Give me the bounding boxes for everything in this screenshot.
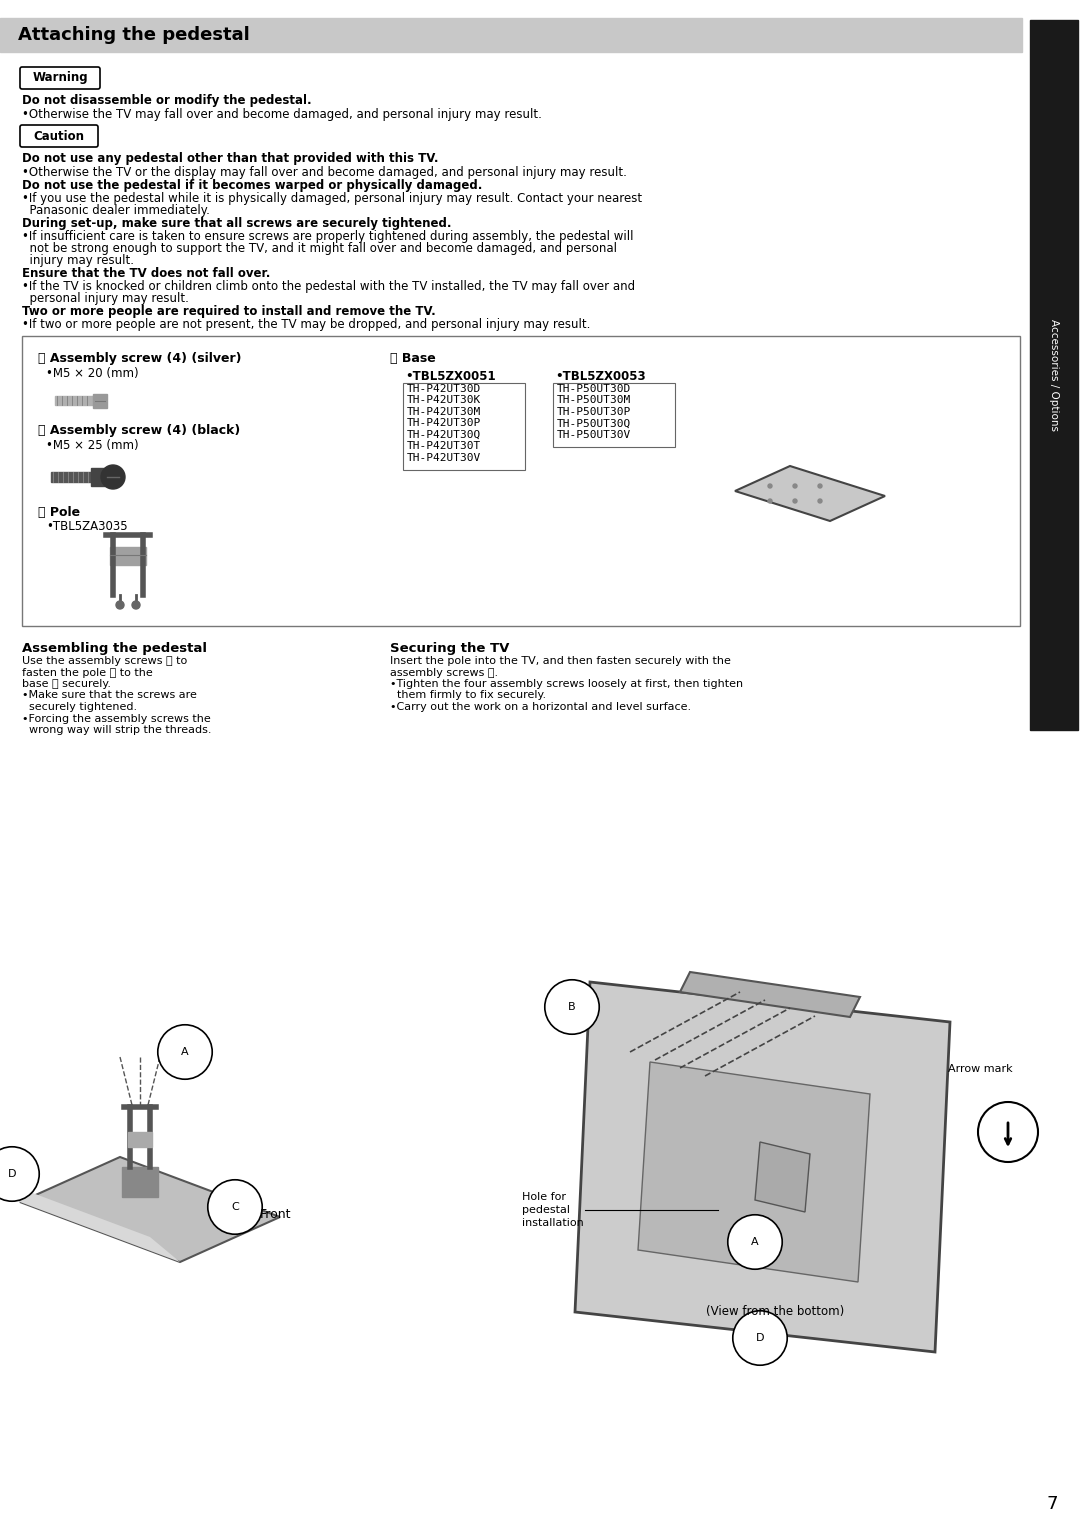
Text: Warning: Warning bbox=[32, 72, 87, 84]
Text: Panasonic dealer immediately.: Panasonic dealer immediately. bbox=[22, 204, 210, 218]
Text: Insert the pole into the TV, and then fasten securely with the: Insert the pole into the TV, and then fa… bbox=[390, 656, 731, 666]
Polygon shape bbox=[638, 1062, 870, 1282]
Text: During set-up, make sure that all screws are securely tightened.: During set-up, make sure that all screws… bbox=[22, 218, 451, 230]
Text: assembly screws Ⓑ.: assembly screws Ⓑ. bbox=[390, 668, 498, 677]
Bar bbox=[129, 1132, 152, 1147]
Text: Ⓚ Assembly screw (4) (silver): Ⓚ Assembly screw (4) (silver) bbox=[38, 352, 242, 365]
Text: •Otherwise the TV or the display may fall over and become damaged, and personal : •Otherwise the TV or the display may fal… bbox=[22, 165, 626, 179]
Text: •Otherwise the TV may fall over and become damaged, and personal injury may resu: •Otherwise the TV may fall over and beco… bbox=[22, 107, 542, 121]
Circle shape bbox=[818, 484, 822, 489]
Text: Ⓒ Pole: Ⓒ Pole bbox=[38, 506, 80, 519]
Text: Hole for: Hole for bbox=[522, 1192, 566, 1203]
Text: Assembling the pedestal: Assembling the pedestal bbox=[22, 642, 207, 656]
Text: base Ⓓ securely.: base Ⓓ securely. bbox=[22, 679, 111, 689]
Text: C: C bbox=[231, 1203, 239, 1212]
Text: TH-P42UT30V: TH-P42UT30V bbox=[407, 453, 482, 463]
Circle shape bbox=[768, 499, 772, 502]
Polygon shape bbox=[680, 971, 860, 1017]
Text: Caution: Caution bbox=[33, 130, 84, 142]
Circle shape bbox=[102, 466, 125, 489]
Text: •If two or more people are not present, the TV may be dropped, and personal inju: •If two or more people are not present, … bbox=[22, 319, 591, 331]
FancyBboxPatch shape bbox=[21, 126, 98, 147]
Bar bbox=[1030, 20, 1078, 731]
Text: TH-P50UT30M: TH-P50UT30M bbox=[557, 395, 631, 406]
Text: B: B bbox=[568, 1002, 576, 1013]
Bar bbox=[51, 472, 93, 483]
Text: (View from the bottom): (View from the bottom) bbox=[706, 1305, 845, 1319]
Text: A: A bbox=[752, 1236, 759, 1247]
Circle shape bbox=[768, 484, 772, 489]
Text: TH-P42UT30M: TH-P42UT30M bbox=[407, 408, 482, 417]
Text: personal injury may result.: personal injury may result. bbox=[22, 293, 189, 305]
Text: TH-P42UT30Q: TH-P42UT30Q bbox=[407, 430, 482, 440]
Text: Use the assembly screws Ⓚ to: Use the assembly screws Ⓚ to bbox=[22, 656, 187, 666]
Text: Ⓑ Assembly screw (4) (black): Ⓑ Assembly screw (4) (black) bbox=[38, 424, 240, 437]
Bar bbox=[122, 1167, 158, 1196]
Text: Do not use the pedestal if it becomes warped or physically damaged.: Do not use the pedestal if it becomes wa… bbox=[22, 179, 483, 192]
Text: •Forcing the assembly screws the: •Forcing the assembly screws the bbox=[22, 714, 211, 723]
Text: Do not use any pedestal other than that provided with this TV.: Do not use any pedestal other than that … bbox=[22, 152, 438, 165]
Text: •Make sure that the screws are: •Make sure that the screws are bbox=[22, 691, 197, 700]
Text: Accessories / Options: Accessories / Options bbox=[1049, 319, 1059, 430]
Polygon shape bbox=[755, 1141, 810, 1212]
Text: A: A bbox=[181, 1046, 189, 1057]
Text: D: D bbox=[8, 1169, 16, 1180]
Text: •M5 × 25 (mm): •M5 × 25 (mm) bbox=[46, 440, 138, 452]
Polygon shape bbox=[575, 982, 950, 1353]
Text: fasten the pole Ⓒ to the: fasten the pole Ⓒ to the bbox=[22, 668, 152, 677]
Bar bbox=[55, 395, 93, 404]
Bar bbox=[93, 394, 107, 408]
Text: TH-P50UT30Q: TH-P50UT30Q bbox=[557, 418, 631, 429]
Text: 7: 7 bbox=[1047, 1495, 1057, 1514]
Text: TH-P42UT30T: TH-P42UT30T bbox=[407, 441, 482, 452]
Circle shape bbox=[978, 1102, 1038, 1161]
Text: •If insufficient care is taken to ensure screws are properly tightened during as: •If insufficient care is taken to ensure… bbox=[22, 230, 634, 244]
Text: injury may result.: injury may result. bbox=[22, 254, 134, 267]
Bar bbox=[553, 383, 675, 446]
Text: •If you use the pedestal while it is physically damaged, personal injury may res: •If you use the pedestal while it is phy… bbox=[22, 192, 643, 205]
FancyBboxPatch shape bbox=[21, 67, 100, 89]
Text: Two or more people are required to install and remove the TV.: Two or more people are required to insta… bbox=[22, 305, 435, 319]
Text: installation: installation bbox=[522, 1218, 584, 1229]
Text: pedestal: pedestal bbox=[522, 1206, 570, 1215]
Text: •TBL5ZX0051: •TBL5ZX0051 bbox=[405, 371, 496, 383]
Text: Do not disassemble or modify the pedestal.: Do not disassemble or modify the pedesta… bbox=[22, 93, 312, 107]
Text: •TBL5ZA3035: •TBL5ZA3035 bbox=[46, 519, 127, 533]
Text: TH-P50UT30D: TH-P50UT30D bbox=[557, 383, 631, 394]
Polygon shape bbox=[0, 1177, 180, 1262]
Bar bbox=[110, 547, 146, 565]
Text: TH-P42UT30P: TH-P42UT30P bbox=[407, 418, 482, 429]
Text: Securing the TV: Securing the TV bbox=[390, 642, 510, 656]
Text: •TBL5ZX0053: •TBL5ZX0053 bbox=[555, 371, 646, 383]
Bar bbox=[403, 383, 525, 469]
Bar bbox=[91, 467, 109, 486]
Text: Arrow mark: Arrow mark bbox=[948, 1065, 1013, 1074]
Text: D: D bbox=[756, 1333, 765, 1344]
Text: TH-P50UT30V: TH-P50UT30V bbox=[557, 430, 631, 440]
Text: Ensure that the TV does not fall over.: Ensure that the TV does not fall over. bbox=[22, 267, 270, 280]
Text: securely tightened.: securely tightened. bbox=[22, 702, 137, 712]
Text: Attaching the pedestal: Attaching the pedestal bbox=[18, 26, 249, 44]
Text: •Carry out the work on a horizontal and level surface.: •Carry out the work on a horizontal and … bbox=[390, 702, 691, 712]
Text: Ⓓ Base: Ⓓ Base bbox=[390, 352, 435, 365]
Bar bbox=[22, 336, 1020, 627]
Polygon shape bbox=[21, 1157, 280, 1262]
Text: them firmly to fix securely.: them firmly to fix securely. bbox=[390, 691, 546, 700]
Text: not be strong enough to support the TV, and it might fall over and become damage: not be strong enough to support the TV, … bbox=[22, 242, 617, 254]
Circle shape bbox=[116, 601, 124, 610]
Circle shape bbox=[793, 484, 797, 489]
Polygon shape bbox=[735, 466, 885, 521]
Text: •M5 × 20 (mm): •M5 × 20 (mm) bbox=[46, 368, 138, 380]
Text: TH-P50UT30P: TH-P50UT30P bbox=[557, 408, 631, 417]
Circle shape bbox=[793, 499, 797, 502]
Text: Front: Front bbox=[260, 1207, 292, 1221]
Text: •If the TV is knocked or children climb onto the pedestal with the TV installed,: •If the TV is knocked or children climb … bbox=[22, 280, 635, 293]
Text: TH-P42UT30K: TH-P42UT30K bbox=[407, 395, 482, 406]
Circle shape bbox=[132, 601, 140, 610]
Circle shape bbox=[818, 499, 822, 502]
Text: wrong way will strip the threads.: wrong way will strip the threads. bbox=[22, 725, 212, 735]
Text: TH-P42UT30D: TH-P42UT30D bbox=[407, 383, 482, 394]
Text: •Tighten the four assembly screws loosely at first, then tighten: •Tighten the four assembly screws loosel… bbox=[390, 679, 743, 689]
Bar bbox=[0, 18, 1022, 52]
